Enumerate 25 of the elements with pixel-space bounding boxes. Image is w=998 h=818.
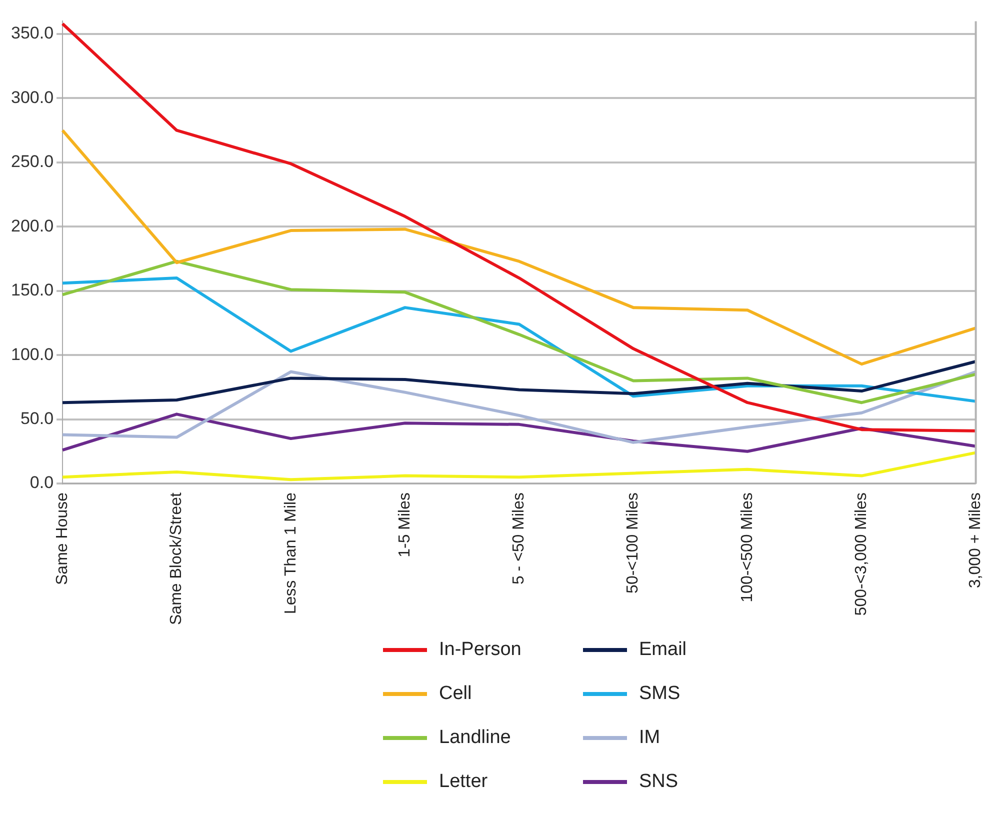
x-tick-label: 50-<100 Miles: [624, 492, 642, 594]
x-tick-label: 1-5 Miles: [396, 492, 414, 558]
x-tick-label: Less Than 1 Mile: [282, 492, 300, 614]
legend-label: Cell: [439, 683, 472, 705]
legend-label: Email: [639, 639, 687, 661]
y-tick-label: 300.0: [10, 88, 54, 107]
y-tick-label: 200.0: [10, 216, 54, 236]
legend-label: IM: [639, 727, 660, 749]
legend-label: SNS: [639, 771, 678, 793]
x-tick-label: 5 - <50 Miles: [510, 492, 528, 585]
legend-label: In-Person: [439, 639, 522, 661]
y-tick-label: 50.0: [20, 408, 54, 428]
y-tick-label: 100.0: [10, 344, 54, 364]
y-tick-label: 150.0: [10, 280, 54, 300]
y-tick-label: 350.0: [10, 24, 54, 43]
y-tick-label: 0.0: [30, 473, 54, 492]
x-tick-label: 500-<3,000 Miles: [853, 492, 870, 616]
x-tick-label: 3,000 + Miles: [967, 492, 984, 588]
legend-label: Landline: [439, 727, 511, 749]
x-tick-label: 100-<500 Miles: [738, 492, 756, 602]
x-tick-label: Same House: [54, 492, 71, 585]
y-tick-label: 250.0: [10, 152, 54, 172]
legend-label: SMS: [639, 683, 680, 705]
x-tick-label: Same Block/Street: [168, 492, 186, 625]
legend-label: Letter: [439, 771, 488, 793]
